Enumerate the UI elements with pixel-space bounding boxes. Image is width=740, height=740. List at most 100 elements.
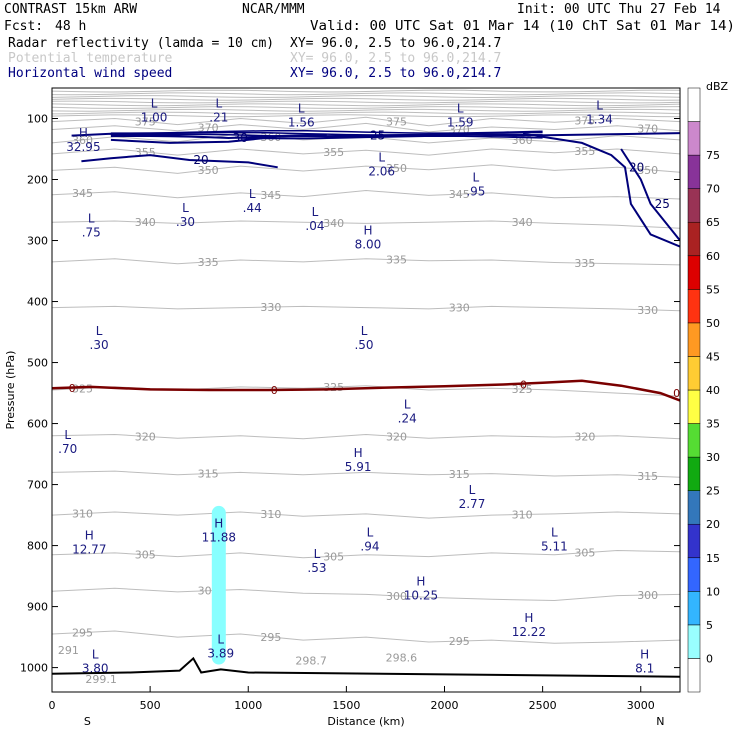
extremum-value: 1.59 — [447, 116, 474, 130]
colorbar-level: 35 — [706, 418, 720, 431]
y-tick-label: 200 — [27, 174, 48, 187]
extremum-type: L — [298, 102, 305, 116]
colorbar: 0 5 10 15 20 25 30 35 40 45 50 55 60 65 70 75 dBZ — [687, 80, 729, 693]
theta-label: 295 — [260, 631, 281, 644]
colorbar-swatch — [687, 322, 701, 357]
theta-label: 360 — [72, 134, 93, 147]
theta-label: 375 — [386, 116, 407, 129]
theta-label: 300 — [637, 589, 658, 602]
extremum-value: 1.34 — [586, 112, 613, 126]
extremum-value: 10.25 — [404, 588, 438, 602]
field-xy: XY= 96.0, 2.5 to 96.0,214.7 — [290, 51, 501, 66]
wind-jet-line — [110, 133, 543, 138]
theta-label: 320 — [135, 430, 156, 443]
x-tick-label: 2000 — [431, 699, 459, 712]
x-tick-label: 0 — [49, 699, 56, 712]
extremum-type: L — [312, 205, 319, 219]
theta-upper-line — [52, 100, 680, 104]
theta-label: 350 — [637, 164, 658, 177]
terrain-line — [52, 656, 680, 678]
theta-line-350 — [52, 164, 680, 174]
extremum-value: 11.88 — [202, 530, 236, 544]
theta-line-370 — [52, 122, 680, 133]
extremum-type: L — [367, 526, 374, 540]
theta-label: 345 — [449, 188, 470, 201]
theta-upper-line — [52, 89, 680, 93]
init-time: Init: 00 UTC Thu 27 Feb 14 — [517, 2, 721, 17]
y-tick-label: 1000 — [20, 662, 48, 675]
extremum-type: H — [214, 516, 223, 530]
theta-line-305 — [52, 549, 680, 559]
colorbar-level: 0 — [706, 652, 713, 665]
theta-label: 325 — [323, 381, 344, 394]
x-tick-label: 500 — [140, 699, 161, 712]
x-end-right: N — [656, 715, 664, 728]
colorbar-level: 25 — [706, 485, 720, 498]
extremum-value: .21 — [209, 111, 228, 125]
colorbar-level: 70 — [706, 183, 720, 196]
theta-label: 375 — [574, 114, 595, 127]
x-tick-label: 3000 — [627, 699, 655, 712]
theta-label: 345 — [260, 189, 281, 202]
field-xy: XY= 96.0, 2.5 to 96.0,214.7 — [290, 66, 501, 81]
y-tick-label: 300 — [27, 235, 48, 248]
colorbar-swatch — [687, 389, 701, 424]
wind-contour-20 — [522, 132, 680, 248]
wind-contour-label: 20 — [193, 153, 208, 167]
theta-label: 310 — [512, 509, 533, 522]
wind-jet-line — [110, 131, 543, 136]
x-end-left: S — [84, 715, 91, 728]
freezing-line-label: 0 — [520, 379, 527, 392]
extremum-value: 12.77 — [72, 543, 106, 557]
extremum-type: L — [88, 211, 95, 225]
colorbar-swatch — [687, 658, 701, 693]
theta-label: 335 — [198, 256, 219, 269]
wind-contour-25 — [620, 148, 680, 242]
extremum-type: H — [524, 611, 533, 625]
freezing-line-label: 0 — [69, 382, 76, 395]
y-tick-label: 400 — [27, 296, 48, 309]
extremum-value: 32.95 — [66, 140, 100, 154]
theta-label: 310 — [260, 508, 281, 521]
theta-label: 330 — [637, 304, 658, 317]
colorbar-swatch — [687, 523, 701, 559]
extremum-type: L — [92, 648, 99, 662]
surface-theta-label: 298.6 — [386, 651, 418, 664]
y-axis-title: Pressure (hPa) — [4, 351, 17, 430]
valid-time: Valid: 00 UTC Sat 01 Mar 14 (10 ChT Sat … — [310, 19, 735, 34]
colorbar-swatch — [687, 423, 701, 458]
extremum-type: L — [215, 97, 222, 111]
theta-line-310 — [52, 511, 680, 519]
extremum-type: L — [361, 324, 368, 338]
extremum-value: .04 — [305, 219, 324, 233]
extremum-type: H — [416, 574, 425, 588]
theta-label: 375 — [135, 116, 156, 129]
extremum-type: L — [182, 201, 189, 215]
extremum-value: .30 — [90, 338, 109, 352]
colorbar-swatch — [687, 456, 701, 491]
colorbar-swatch — [687, 490, 701, 525]
extremum-type: L — [596, 98, 603, 112]
extremum-type: L — [473, 170, 480, 184]
extremum-type: H — [354, 446, 363, 460]
wind-contour-label: 20 — [629, 160, 644, 174]
extremum-type: L — [404, 397, 411, 411]
y-tick-label: 800 — [27, 540, 48, 553]
extremum-type: L — [551, 526, 558, 540]
colorbar-level: 10 — [706, 585, 720, 598]
extremum-value: 5.91 — [345, 460, 372, 474]
extremum-type: H — [85, 529, 94, 543]
theta-label: 330 — [449, 302, 470, 315]
theta-line-300 — [52, 587, 680, 602]
theta-line-355 — [52, 148, 680, 156]
colorbar-swatch — [687, 87, 701, 122]
y-tick-label: 500 — [27, 357, 48, 370]
extremum-value: .53 — [307, 561, 326, 575]
extremum-type: L — [457, 102, 464, 116]
colorbar-swatch — [687, 289, 701, 324]
theta-upper-line — [52, 103, 680, 107]
theta-upper-line — [52, 114, 680, 118]
colorbar-swatch — [687, 591, 701, 626]
theta-upper-line — [52, 92, 680, 96]
